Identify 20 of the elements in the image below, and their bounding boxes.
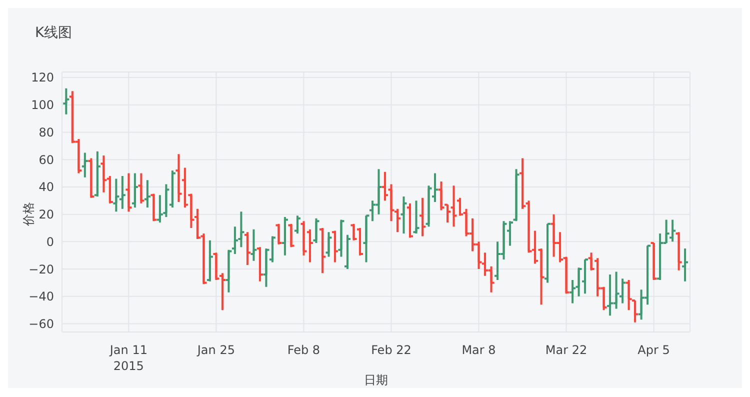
y-axis-title: 价格 [21, 202, 36, 227]
y-tick-label: 120 [31, 70, 54, 85]
x-tick-label: Apr 5 [638, 343, 670, 357]
x-tick-label: Feb 8 [287, 343, 320, 357]
x-tick-label: Feb 22 [371, 343, 412, 357]
chart-title: K线图 [35, 24, 72, 42]
x-tick-label: Mar 22 [545, 343, 588, 357]
x-tick-label: Jan 11 2015 [108, 343, 148, 373]
y-tick-label: 20 [38, 208, 54, 222]
x-axis-title: 日期 [364, 373, 388, 387]
y-tick-label: −60 [28, 317, 54, 332]
y-tick-label: −40 [28, 290, 54, 304]
y-tick-label: 80 [38, 125, 54, 140]
x-tick-label: Jan 25 [196, 343, 235, 357]
y-tick-label: 0 [46, 234, 54, 249]
y-tick-label: 60 [38, 152, 54, 167]
y-tick-label: 100 [31, 98, 54, 112]
x-tick-label: Mar 8 [462, 343, 496, 357]
y-tick-label: −20 [28, 262, 54, 276]
y-tick-label: 40 [38, 180, 54, 194]
